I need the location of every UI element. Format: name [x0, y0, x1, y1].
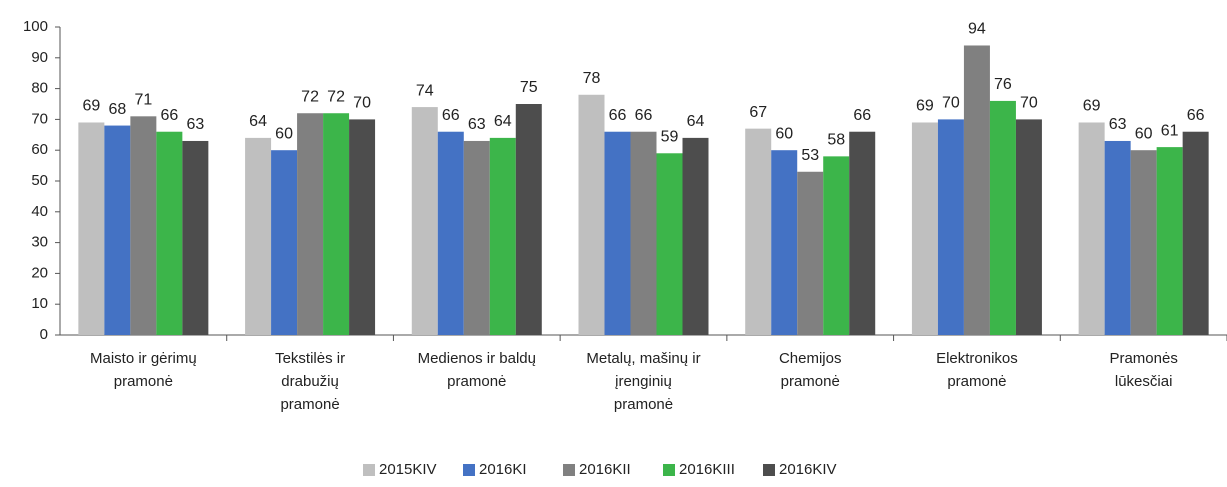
y-tick-label: 100 [23, 18, 48, 35]
value-label: 78 [583, 70, 601, 87]
bar [745, 128, 772, 335]
bar [963, 45, 990, 335]
y-tick-label: 10 [31, 295, 48, 312]
y-tick-label: 40 [31, 203, 48, 220]
bar [682, 137, 709, 335]
bar [130, 116, 157, 335]
value-label: 74 [416, 82, 434, 99]
value-label: 69 [82, 98, 100, 115]
value-label: 75 [520, 79, 538, 96]
legend-label: 2016KII [579, 461, 631, 478]
x-tick-label: Metalų, mašinų ir įrenginių pramonė [586, 350, 700, 413]
legend-swatch [563, 464, 575, 476]
bar [1104, 140, 1131, 335]
value-label: 66 [609, 107, 627, 124]
y-tick-label: 80 [31, 80, 48, 97]
y-tick-label: 20 [31, 264, 48, 281]
y-tick-label: 60 [31, 141, 48, 158]
value-label: 53 [801, 147, 819, 164]
bar [104, 125, 131, 335]
legend-label: 2015KIV [379, 461, 437, 478]
value-label: 66 [442, 107, 460, 124]
bar [515, 104, 542, 335]
bar [911, 122, 938, 335]
value-label: 66 [1187, 107, 1205, 124]
value-label: 76 [994, 76, 1012, 93]
bar [463, 140, 490, 335]
value-label: 59 [661, 128, 679, 145]
value-label: 63 [468, 116, 486, 133]
value-label: 66 [635, 107, 653, 124]
bar [1156, 147, 1183, 335]
bar [771, 150, 798, 335]
bar [437, 131, 464, 335]
value-label: 60 [775, 125, 793, 142]
value-label: 72 [301, 88, 319, 105]
value-label: 61 [1161, 122, 1179, 139]
bar [245, 137, 272, 335]
legend-swatch [763, 464, 775, 476]
y-tick-label: 0 [40, 326, 48, 343]
bar [1015, 119, 1042, 336]
value-label: 66 [160, 107, 178, 124]
bar [78, 122, 105, 335]
value-label: 64 [494, 113, 512, 130]
bar [349, 119, 376, 336]
y-tick-label: 90 [31, 49, 48, 66]
bar [1078, 122, 1105, 335]
bar [411, 107, 438, 335]
x-tick-label: Medienos ir baldų pramonė [418, 350, 536, 390]
bar [1130, 150, 1157, 335]
value-label: 70 [1020, 95, 1038, 112]
value-label: 63 [1109, 116, 1127, 133]
value-label: 71 [134, 92, 152, 109]
x-tick-label: Tekstilės ir drabužių pramonė [275, 350, 345, 413]
value-label: 64 [249, 113, 267, 130]
value-label: 60 [275, 125, 293, 142]
bar [156, 131, 183, 335]
bar [271, 150, 298, 335]
legend-swatch [663, 464, 675, 476]
bar [1182, 131, 1209, 335]
value-label: 67 [749, 104, 767, 121]
legend-swatch [363, 464, 375, 476]
bar [297, 113, 324, 336]
bar [849, 131, 876, 335]
legend-label: 2016KIV [779, 461, 837, 478]
bar [578, 94, 605, 335]
bar [937, 119, 964, 336]
x-tick-label: Elektronikos pramonė [936, 350, 1018, 390]
bar [489, 137, 516, 335]
value-label: 70 [942, 95, 960, 112]
bar [656, 153, 683, 335]
value-label: 63 [186, 116, 204, 133]
bar [630, 131, 657, 335]
x-tick-label: Maisto ir gėrimų pramonė [90, 350, 197, 390]
legend-swatch [463, 464, 475, 476]
bar [797, 171, 824, 335]
bar [823, 156, 850, 335]
value-label: 72 [327, 88, 345, 105]
x-tick-label: Pramonės lūkesčiai [1109, 350, 1177, 390]
value-label: 60 [1135, 125, 1153, 142]
value-label: 66 [853, 107, 871, 124]
value-label: 70 [353, 95, 371, 112]
bar [323, 113, 350, 336]
value-label: 58 [827, 132, 845, 149]
bar [604, 131, 631, 335]
legend-label: 2016KIII [679, 461, 735, 478]
y-tick-label: 50 [31, 172, 48, 189]
bar [989, 100, 1016, 335]
value-label: 69 [916, 98, 934, 115]
legend-label: 2016KI [479, 461, 527, 478]
y-tick-label: 70 [31, 110, 48, 127]
bar [182, 140, 209, 335]
value-label: 64 [687, 113, 705, 130]
y-tick-label: 30 [31, 234, 48, 251]
value-label: 68 [108, 101, 126, 118]
value-label: 69 [1083, 98, 1101, 115]
x-tick-label: Chemijos pramonė [779, 350, 842, 390]
value-label: 94 [968, 21, 986, 38]
